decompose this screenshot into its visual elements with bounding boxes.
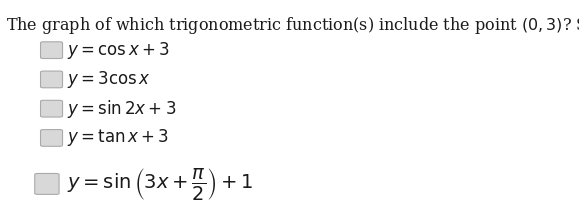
FancyBboxPatch shape: [41, 100, 63, 117]
FancyBboxPatch shape: [41, 130, 63, 146]
Text: $y = \sin 2x + 3$: $y = \sin 2x + 3$: [67, 98, 176, 120]
Text: $y = \cos x + 3$: $y = \cos x + 3$: [67, 40, 170, 61]
Text: $y = \sin\left(3x+\dfrac{\pi}{2}\right)+1$: $y = \sin\left(3x+\dfrac{\pi}{2}\right)+…: [67, 166, 253, 202]
Text: $y = \tan x + 3$: $y = \tan x + 3$: [67, 127, 168, 148]
FancyBboxPatch shape: [41, 42, 63, 59]
Text: The graph of which trigonometric function(s) include the point $(0,3)$? S: The graph of which trigonometric functio…: [6, 15, 579, 36]
Text: $y = 3 \cos x$: $y = 3 \cos x$: [67, 69, 151, 90]
FancyBboxPatch shape: [35, 173, 59, 194]
FancyBboxPatch shape: [41, 71, 63, 88]
